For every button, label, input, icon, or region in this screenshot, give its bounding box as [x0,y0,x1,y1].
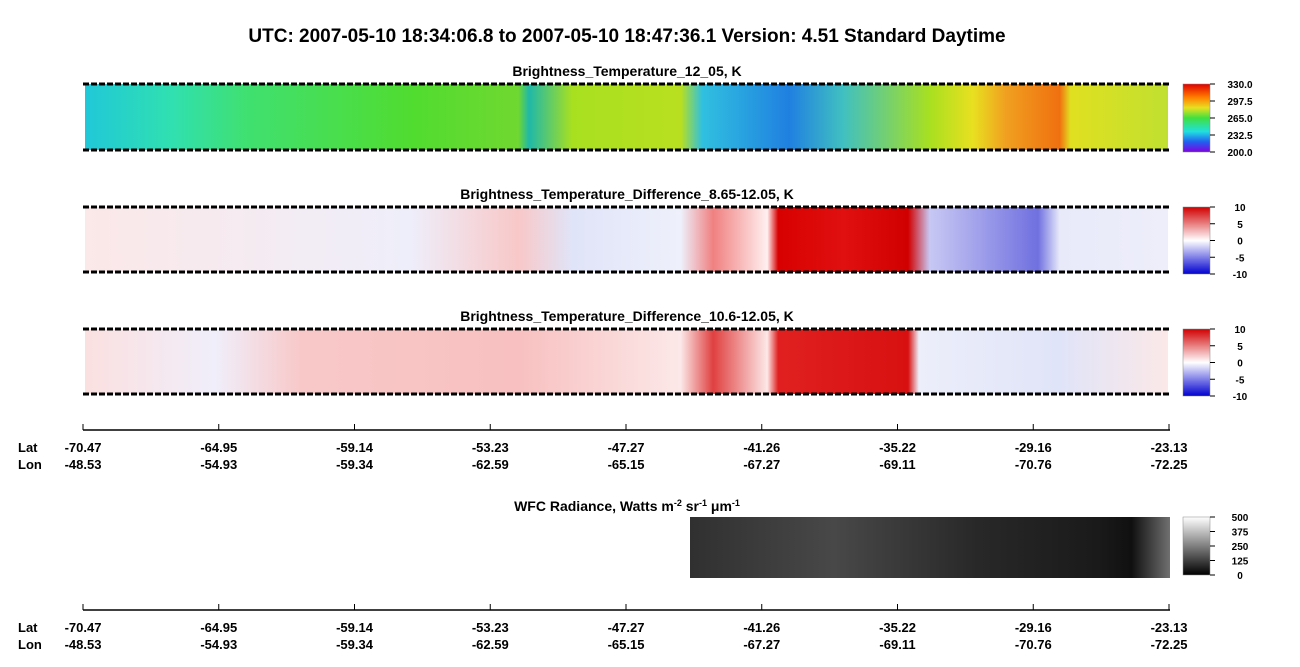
lon-label: Lon [18,457,42,472]
panel-title: Brightness_Temperature_12_05, K [512,63,741,79]
colorbar-tick-label: 10 [1234,325,1246,336]
lon-tick-label: -72.25 [1151,457,1188,472]
colorbar [1182,328,1211,397]
colorbar-tick-label: 500 [1232,513,1249,524]
colorbar-tick-label: 0 [1237,237,1243,248]
lat-tick-label: -64.95 [200,620,237,635]
swath-image [85,84,1168,150]
title-part: sr [682,498,700,514]
lat-tick-label: -23.13 [1151,620,1188,635]
panel-title: Brightness_Temperature_Difference_8.65-1… [460,186,794,202]
lat-tick-label: -59.14 [336,440,374,455]
colorbar-tick-label: 5 [1237,220,1243,231]
lat-tick-label: -70.47 [65,620,102,635]
colorbar-tick-label: 265.0 [1227,114,1252,125]
title-part: WFC Radiance, Watts m [514,498,674,514]
lat-tick-label: -47.27 [608,620,645,635]
lon-tick-label: -69.11 [879,637,915,652]
swath-image [85,329,1168,394]
lon-tick-label: -62.59 [472,637,509,652]
colorbar-tick-label: -10 [1233,270,1248,281]
swath-image [85,207,1168,272]
lat-tick-label: -59.14 [336,620,374,635]
lon-tick-label: -67.27 [743,637,780,652]
lat-tick-label: -35.22 [879,620,916,635]
colorbar-tick-label: 297.5 [1227,97,1252,108]
lon-tick-label: -59.34 [336,637,374,652]
title-part: μm [707,498,732,514]
panel-title: WFC Radiance, Watts m-2 sr-1 μm-1 [514,498,740,514]
lat-tick-label: -35.22 [879,440,916,455]
wfc-image [690,517,1170,578]
colorbar-tick-label: 232.5 [1227,131,1252,142]
lat-tick-label: -53.23 [472,440,509,455]
lon-label: Lon [18,637,42,652]
lon-tick-label: -72.25 [1151,637,1188,652]
colorbar-tick-label: -5 [1236,375,1245,386]
lat-tick-label: -29.16 [1015,440,1052,455]
lat-tick-label: -41.26 [743,440,780,455]
colorbar [1182,206,1211,275]
figure-title: UTC: 2007-05-10 18:34:06.8 to 2007-05-10… [248,26,1005,47]
title-part: -2 [674,498,682,508]
lat-tick-label: -29.16 [1015,620,1052,635]
lon-tick-label: -65.15 [608,457,645,472]
colorbar [1182,83,1211,153]
lat-tick-label: -70.47 [65,440,102,455]
lat-tick-label: -53.23 [472,620,509,635]
lat-tick-label: -64.95 [200,440,237,455]
colorbar-tick-label: 375 [1232,528,1249,539]
colorbar-tick-label: 200.0 [1227,148,1252,159]
colorbar-tick-label: -10 [1233,392,1248,403]
colorbar-tick-label: -5 [1236,253,1245,264]
colorbar-tick-label: 125 [1232,557,1249,568]
lat-tick-label: -47.27 [608,440,645,455]
lon-tick-label: -69.11 [879,457,915,472]
lat-tick-label: -41.26 [743,620,780,635]
title-part: -1 [732,498,740,508]
lon-tick-label: -65.15 [608,637,645,652]
lat-label: Lat [18,620,38,635]
lon-tick-label: -59.34 [336,457,374,472]
lon-tick-label: -70.76 [1015,637,1052,652]
title-part: -1 [699,498,707,508]
colorbar [1182,516,1211,576]
colorbar-tick-label: 0 [1237,359,1243,370]
panel-title: Brightness_Temperature_Difference_10.6-1… [460,308,794,324]
lon-tick-label: -54.93 [200,637,237,652]
lon-tick-label: -67.27 [743,457,780,472]
lon-tick-label: -54.93 [200,457,237,472]
colorbar-tick-label: 10 [1234,203,1246,214]
lon-tick-label: -48.53 [65,637,102,652]
colorbar-tick-label: 250 [1232,542,1249,553]
lat-label: Lat [18,440,38,455]
colorbar-tick-label: 0 [1237,571,1243,582]
lon-tick-label: -62.59 [472,457,509,472]
lon-tick-label: -48.53 [65,457,102,472]
lon-tick-label: -70.76 [1015,457,1052,472]
lat-tick-label: -23.13 [1151,440,1188,455]
colorbar-tick-label: 330.0 [1227,80,1252,91]
colorbar-tick-label: 5 [1237,342,1243,353]
